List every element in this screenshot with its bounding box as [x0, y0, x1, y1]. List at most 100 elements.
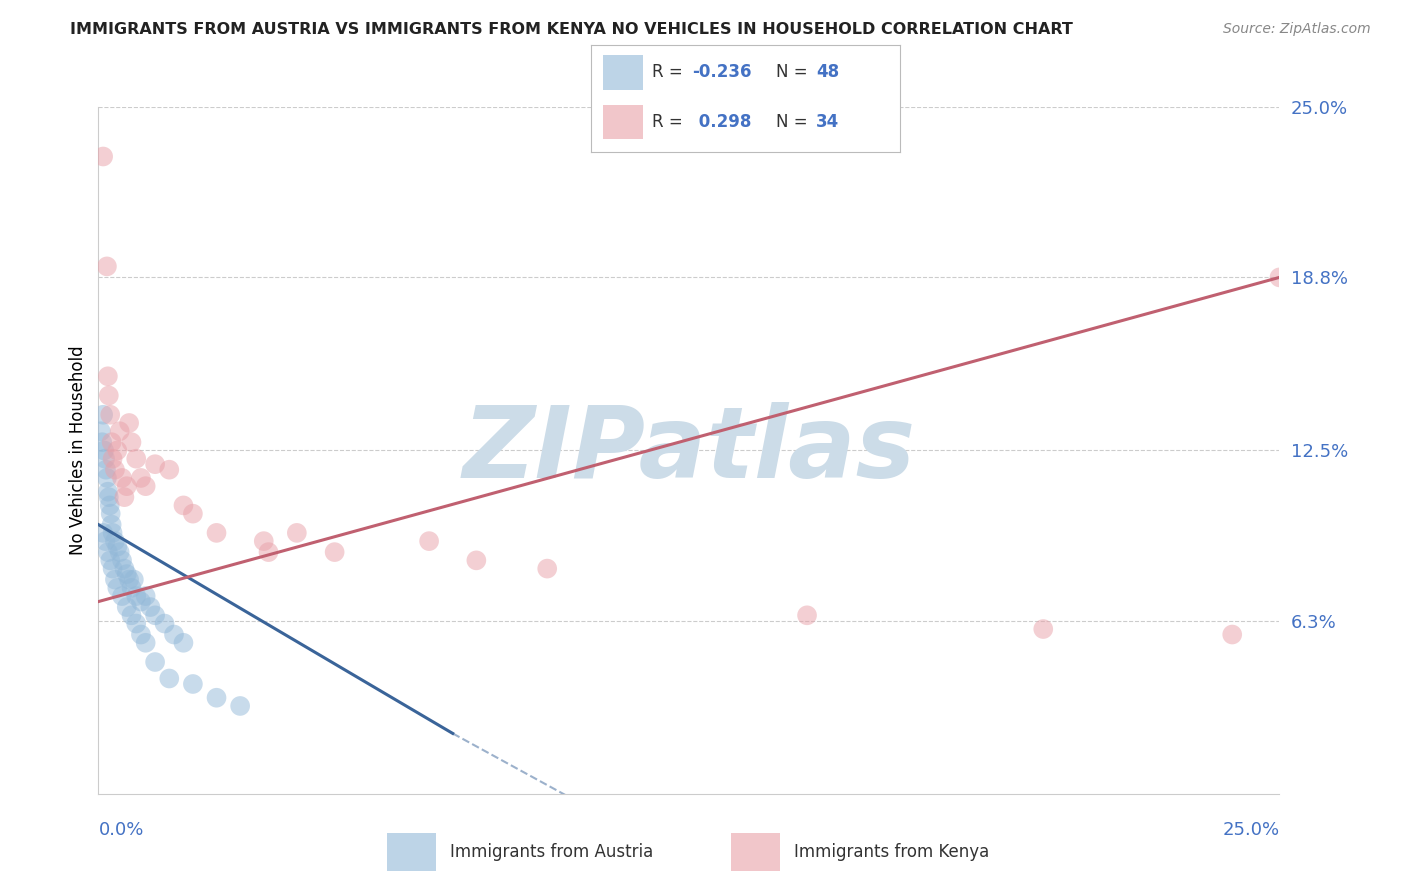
Point	[129, 627, 152, 641]
Point	[418, 534, 440, 549]
Point	[129, 594, 152, 608]
Text: R =: R =	[652, 63, 689, 81]
Text: -0.236: -0.236	[693, 63, 752, 81]
Text: N =: N =	[776, 63, 813, 81]
Point	[96, 471, 118, 485]
Point	[94, 463, 117, 477]
Point	[135, 479, 157, 493]
Point	[115, 479, 138, 493]
Point	[105, 443, 128, 458]
Bar	[731, 833, 780, 871]
Point	[163, 627, 186, 641]
Text: 48: 48	[817, 63, 839, 81]
Text: N =: N =	[776, 112, 813, 130]
Point	[121, 581, 143, 595]
Point	[796, 608, 818, 623]
Point	[105, 540, 128, 554]
Bar	[387, 833, 436, 871]
Point	[100, 517, 122, 532]
Point	[153, 616, 176, 631]
Point	[121, 435, 143, 450]
Text: 0.298: 0.298	[693, 112, 751, 130]
Bar	[603, 55, 643, 89]
Point	[157, 672, 180, 686]
Point	[536, 561, 558, 575]
Point	[465, 553, 488, 567]
Point	[172, 499, 194, 513]
Point	[104, 573, 127, 587]
Point	[111, 589, 134, 603]
Point	[98, 499, 121, 513]
Point	[157, 463, 180, 477]
Point	[91, 408, 114, 422]
Point	[97, 369, 120, 384]
Point	[115, 567, 138, 582]
Text: ZIPatlas: ZIPatlas	[463, 402, 915, 499]
Point	[100, 435, 122, 450]
Point	[1220, 627, 1243, 641]
Point	[181, 677, 204, 691]
Point	[97, 484, 120, 499]
Point	[125, 451, 148, 466]
Text: 0.0%: 0.0%	[98, 822, 143, 839]
Point	[105, 581, 128, 595]
Point	[121, 608, 143, 623]
Point	[111, 553, 134, 567]
Point	[108, 424, 131, 438]
Text: 34: 34	[817, 112, 839, 130]
Point	[257, 545, 280, 559]
Text: IMMIGRANTS FROM AUSTRIA VS IMMIGRANTS FROM KENYA NO VEHICLES IN HOUSEHOLD CORREL: IMMIGRANTS FROM AUSTRIA VS IMMIGRANTS FR…	[70, 22, 1073, 37]
Point	[100, 507, 122, 521]
Point	[98, 408, 121, 422]
Point	[101, 525, 124, 540]
Point	[94, 534, 117, 549]
Point	[129, 471, 152, 485]
Point	[93, 443, 115, 458]
Point	[112, 490, 135, 504]
Point	[139, 600, 162, 615]
Point	[91, 435, 114, 450]
Point	[125, 589, 148, 603]
Point	[97, 388, 120, 402]
Point	[91, 149, 114, 163]
Text: Immigrants from Austria: Immigrants from Austria	[450, 843, 654, 861]
Point	[172, 636, 194, 650]
Point	[135, 636, 157, 650]
Point	[101, 451, 124, 466]
Point	[205, 690, 228, 705]
Point	[97, 490, 120, 504]
Point	[97, 545, 120, 559]
Point	[143, 608, 166, 623]
Point	[115, 600, 138, 615]
Point	[104, 463, 127, 477]
Point	[1032, 622, 1054, 636]
Text: Source: ZipAtlas.com: Source: ZipAtlas.com	[1223, 22, 1371, 37]
Point	[135, 589, 157, 603]
Point	[125, 616, 148, 631]
Y-axis label: No Vehicles in Household: No Vehicles in Household	[69, 345, 87, 556]
Point	[108, 545, 131, 559]
Point	[112, 561, 135, 575]
Point	[118, 416, 141, 430]
Point	[229, 698, 252, 713]
Point	[94, 451, 117, 466]
Point	[181, 507, 204, 521]
Point	[118, 573, 141, 587]
Point	[96, 260, 118, 274]
Point	[323, 545, 346, 559]
Point	[90, 424, 112, 438]
Point	[143, 457, 166, 471]
Point	[122, 573, 145, 587]
Point	[104, 534, 127, 549]
Point	[285, 525, 308, 540]
Text: Immigrants from Kenya: Immigrants from Kenya	[794, 843, 990, 861]
Point	[143, 655, 166, 669]
Point	[1268, 270, 1291, 285]
Point	[98, 553, 121, 567]
Bar	[603, 104, 643, 139]
Point	[91, 525, 114, 540]
Text: R =: R =	[652, 112, 693, 130]
Point	[101, 561, 124, 575]
Point	[205, 525, 228, 540]
Point	[253, 534, 276, 549]
